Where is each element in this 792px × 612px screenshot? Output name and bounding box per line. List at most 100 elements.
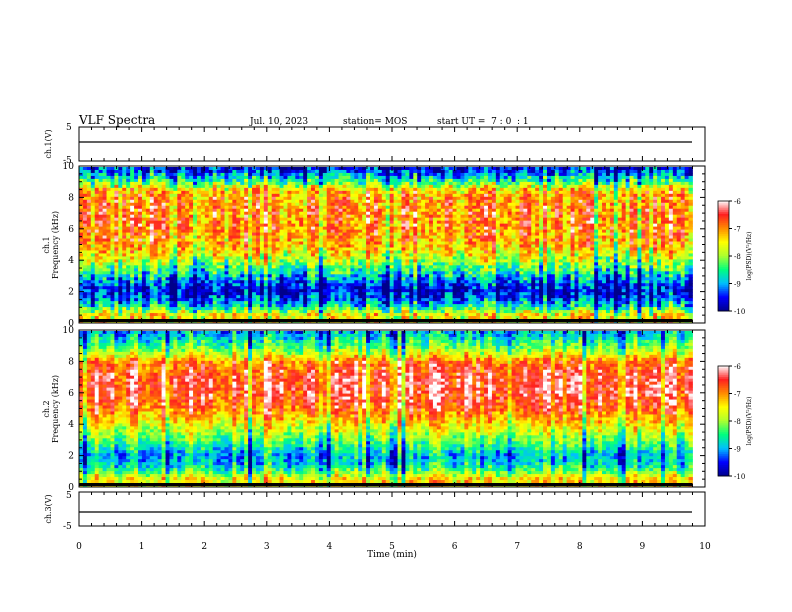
spectrogram-cell bbox=[145, 232, 151, 236]
spectrogram-cell bbox=[661, 235, 666, 239]
spectrogram-cell bbox=[452, 223, 457, 228]
spectrogram-cell bbox=[189, 196, 194, 201]
spectrogram-cell bbox=[393, 172, 398, 177]
spectrogram-cell bbox=[149, 199, 155, 204]
spectrogram-cell bbox=[613, 181, 619, 186]
spectrogram-cell bbox=[338, 181, 343, 186]
spectrogram-cell bbox=[629, 259, 634, 263]
spectrogram-cell bbox=[370, 172, 375, 177]
spectrogram-cell bbox=[130, 244, 135, 248]
spectrogram-cell bbox=[185, 187, 190, 192]
spectrogram-cell bbox=[145, 211, 151, 216]
spectrogram-cell bbox=[177, 169, 182, 174]
spectrogram-cell bbox=[554, 220, 560, 225]
spectrogram-cell bbox=[629, 235, 634, 239]
spectrogram-cell bbox=[562, 175, 568, 180]
spectrogram-cell bbox=[362, 238, 367, 242]
spectrogram-cell bbox=[672, 217, 678, 222]
spectrogram-cell bbox=[295, 256, 300, 260]
spectrogram-cell bbox=[161, 226, 166, 230]
spectrogram-cell bbox=[212, 167, 218, 171]
spectrogram-cell bbox=[448, 175, 453, 180]
spectrogram-cell bbox=[657, 226, 662, 230]
spectrogram-cell bbox=[511, 172, 516, 177]
spectrogram-cell bbox=[366, 214, 371, 219]
spectrogram-cell bbox=[436, 208, 442, 213]
spectrogram-cell bbox=[354, 244, 359, 248]
spectrogram-cell bbox=[157, 172, 162, 177]
spectrogram-cell bbox=[594, 175, 599, 180]
spectrogram-cell bbox=[546, 235, 552, 239]
spectrogram-cell bbox=[169, 217, 174, 222]
spectrogram-cell bbox=[204, 169, 210, 174]
spectrogram-cell bbox=[110, 238, 115, 242]
spectrogram-cell bbox=[432, 223, 438, 228]
spectrogram-cell bbox=[212, 235, 218, 239]
spectrogram-cell bbox=[515, 241, 520, 245]
spectrogram-cell bbox=[114, 220, 119, 225]
spectrogram-cell bbox=[295, 244, 300, 248]
spectrogram-cell bbox=[311, 175, 316, 180]
spectrogram-cell bbox=[236, 214, 241, 219]
spectrogram-cell bbox=[401, 190, 406, 195]
spectrogram-cell bbox=[322, 250, 328, 254]
spectrogram-cell bbox=[440, 208, 446, 213]
spectrogram-cell bbox=[609, 172, 615, 177]
spectrogram-cell bbox=[613, 211, 619, 216]
spectrogram-cell bbox=[543, 220, 548, 225]
spectrogram-cell bbox=[157, 235, 162, 239]
spectrogram-cell bbox=[267, 238, 273, 242]
spectrogram-cell bbox=[220, 232, 225, 236]
spectrogram-cell bbox=[157, 199, 162, 204]
spectrogram-cell bbox=[240, 178, 245, 183]
spectrogram-cell bbox=[629, 250, 634, 254]
spectrogram-cell bbox=[299, 205, 304, 210]
spectrogram-cell bbox=[558, 220, 564, 225]
spectrogram-cell bbox=[79, 238, 84, 242]
spectrogram-cell bbox=[370, 223, 375, 228]
spectrogram-cell bbox=[185, 167, 190, 171]
spectrogram-cell bbox=[295, 232, 300, 236]
spectrogram-cell bbox=[649, 181, 654, 186]
spectrogram-cell bbox=[224, 199, 229, 204]
spectrogram-cell bbox=[625, 169, 630, 174]
spectrogram-cell bbox=[649, 190, 654, 195]
spectrogram-cell bbox=[303, 172, 308, 177]
spectrogram-cell bbox=[94, 217, 100, 222]
spectrogram-cell bbox=[476, 178, 481, 183]
spectrogram-cell bbox=[299, 235, 304, 239]
spectrogram-cell bbox=[338, 238, 343, 242]
spectrogram-cell bbox=[487, 259, 493, 263]
spectrogram-cell bbox=[299, 193, 304, 198]
spectrogram-cell bbox=[535, 223, 540, 228]
spectrogram-cell bbox=[181, 259, 186, 263]
spectrogram-cell bbox=[684, 211, 689, 216]
spectrogram-cell bbox=[354, 214, 359, 219]
spectrogram-cell bbox=[668, 172, 674, 177]
spectrogram-cell bbox=[605, 211, 611, 216]
spectrogram-cell bbox=[149, 232, 155, 236]
spectrogram-cell bbox=[676, 247, 682, 251]
spectrogram-cell bbox=[413, 250, 418, 254]
spectrogram-cell bbox=[554, 214, 560, 219]
spectrogram-cell bbox=[157, 178, 162, 183]
spectrogram-cell bbox=[495, 223, 501, 228]
spectrogram-cell bbox=[259, 193, 265, 198]
spectrogram-cell bbox=[267, 235, 273, 239]
spectrogram-cell bbox=[429, 256, 434, 260]
spectrogram-cell bbox=[79, 193, 84, 198]
spectrogram-cell bbox=[153, 250, 159, 254]
spectrogram-cell bbox=[299, 208, 304, 213]
spectrogram-cell bbox=[511, 241, 516, 245]
spectrogram-cell bbox=[440, 196, 446, 201]
spectrogram-cell bbox=[429, 226, 434, 230]
spectrogram-cell bbox=[114, 229, 119, 233]
spectrogram-cell bbox=[252, 253, 257, 257]
spectrogram-cell bbox=[519, 193, 524, 198]
spectrogram-cell bbox=[381, 217, 387, 222]
spectrogram-cell bbox=[338, 205, 343, 210]
spectrogram-cell bbox=[299, 259, 304, 263]
spectrogram-cell bbox=[303, 244, 308, 248]
spectrogram-cell bbox=[645, 208, 650, 213]
spectrogram-cell bbox=[295, 169, 300, 174]
